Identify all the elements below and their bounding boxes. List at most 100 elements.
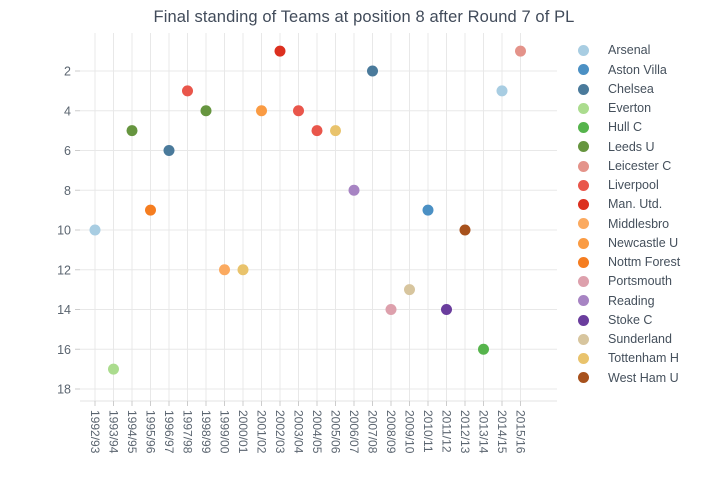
legend-label: Stoke C	[608, 312, 653, 327]
x-tick-label: 1992/93	[88, 410, 102, 454]
data-point-2010-11[interactable]	[422, 204, 434, 216]
y-tick-label: 12	[57, 263, 71, 277]
x-tick-label: 2012/13	[458, 410, 472, 454]
x-tick-label: 1995/96	[144, 410, 158, 454]
x-tick-label: 1998/99	[199, 410, 213, 454]
x-tick-label: 1996/97	[162, 410, 176, 454]
legend-item-newcastle-u[interactable]: Newcastle U	[578, 234, 726, 253]
legend-label: Portsmouth	[608, 274, 672, 289]
legend-item-middlesbro[interactable]: Middlesbro	[578, 214, 726, 233]
legend-marker-icon	[578, 160, 589, 172]
legend-label: Man. Utd.	[608, 197, 663, 212]
legend-label: Hull C	[608, 120, 643, 135]
legend-label: West Ham U	[608, 370, 679, 385]
legend-label: Newcastle U	[608, 235, 679, 250]
chart-title: Final standing of Teams at position 8 af…	[153, 8, 575, 26]
legend-marker-icon	[578, 295, 589, 307]
legend-item-man-utd-[interactable]: Man. Utd.	[578, 195, 726, 214]
legend-item-leicester-c[interactable]: Leicester C	[578, 157, 726, 176]
data-point-1997-98[interactable]	[182, 85, 193, 97]
legend-item-sunderland[interactable]: Sunderland	[578, 330, 726, 349]
data-point-2001-02[interactable]	[256, 105, 267, 117]
x-tick-label: 1999/00	[218, 410, 232, 454]
data-point-2000-01[interactable]	[237, 264, 249, 276]
legend-item-chelsea[interactable]: Chelsea	[578, 80, 726, 99]
y-tick-label: 4	[64, 104, 71, 118]
data-point-1998-99[interactable]	[200, 105, 212, 117]
legend-item-liverpool[interactable]: Liverpool	[578, 176, 726, 195]
legend-marker-icon	[578, 237, 589, 249]
legend-marker-icon	[578, 353, 589, 365]
legend-marker-icon	[578, 64, 589, 76]
y-tick-label: 8	[64, 184, 71, 198]
data-point-2012-13[interactable]	[459, 224, 471, 236]
data-point-1993-94[interactable]	[108, 363, 119, 375]
data-point-2011-12[interactable]	[441, 304, 452, 315]
x-tick-label: 2009/10	[403, 410, 417, 454]
x-tick-label: 1997/98	[181, 410, 195, 454]
legend-label: Leeds U	[608, 139, 655, 154]
legend-item-tottenham-h[interactable]: Tottenham H	[578, 349, 726, 368]
x-tick-label: 2015/16	[514, 410, 528, 454]
legend-item-everton[interactable]: Everton	[578, 99, 726, 118]
y-tick-label: 2	[64, 65, 71, 79]
x-tick-label: 2013/14	[477, 410, 491, 454]
x-tick-label: 1993/94	[107, 410, 121, 454]
legend-item-leeds-u[interactable]: Leeds U	[578, 137, 726, 156]
data-point-2015-16[interactable]	[515, 45, 526, 57]
x-tick-label: 2001/02	[255, 410, 269, 454]
data-point-1992-93[interactable]	[89, 224, 101, 236]
x-tick-label: 2008/09	[384, 410, 398, 454]
x-tick-label: 2010/11	[421, 410, 435, 453]
data-point-1999-00[interactable]	[219, 264, 230, 276]
data-point-2004-05[interactable]	[311, 125, 323, 137]
x-tick-label: 2000/01	[236, 410, 250, 454]
data-point-1994-95[interactable]	[126, 125, 138, 137]
legend-label: Middlesbro	[608, 216, 670, 231]
x-tick-label: 2005/06	[329, 410, 343, 454]
y-tick-label: 16	[57, 343, 71, 357]
legend-marker-icon	[578, 83, 589, 95]
legend-item-nottm-forest[interactable]: Nottm Forest	[578, 253, 726, 272]
data-point-2009-10[interactable]	[404, 284, 415, 296]
data-point-2007-08[interactable]	[367, 65, 378, 77]
legend-marker-icon	[578, 218, 589, 230]
legend-marker-icon	[578, 256, 589, 268]
data-point-1995-96[interactable]	[145, 204, 156, 216]
data-point-2014-15[interactable]	[496, 85, 508, 97]
legend-marker-icon	[578, 102, 589, 114]
legend-item-aston-villa[interactable]: Aston Villa	[578, 60, 726, 79]
legend-item-stoke-c[interactable]: Stoke C	[578, 311, 726, 330]
legend-marker-icon	[578, 122, 589, 134]
legend-item-portsmouth[interactable]: Portsmouth	[578, 272, 726, 291]
legend-marker-icon	[578, 314, 589, 326]
x-tick-label: 2014/15	[495, 410, 509, 454]
data-point-2005-06[interactable]	[330, 125, 341, 137]
legend-label: Everton	[608, 101, 652, 116]
legend-marker-icon	[578, 333, 589, 345]
data-point-2008-09[interactable]	[385, 304, 397, 315]
data-point-1996-97[interactable]	[163, 145, 175, 156]
data-point-2013-14[interactable]	[478, 343, 489, 355]
legend: Arsenal Aston Villa Chelsea Everton Hull C Le…	[578, 41, 726, 388]
x-tick-label: 2011/12	[440, 410, 454, 453]
y-tick-label: 14	[57, 303, 71, 317]
legend-label: Chelsea	[608, 81, 654, 96]
legend-item-arsenal[interactable]: Arsenal	[578, 41, 726, 60]
y-tick-label: 18	[57, 383, 71, 397]
data-point-2006-07[interactable]	[348, 184, 360, 196]
legend-item-west-ham-u[interactable]: West Ham U	[578, 368, 726, 387]
data-point-2003-04[interactable]	[293, 105, 304, 117]
legend-marker-icon	[578, 141, 589, 153]
y-tick-label: 10	[57, 224, 71, 238]
legend-label: Aston Villa	[608, 62, 667, 77]
legend-label: Leicester C	[608, 158, 672, 173]
data-point-2002-03[interactable]	[274, 45, 286, 57]
legend-item-hull-c[interactable]: Hull C	[578, 118, 726, 137]
legend-label: Sunderland	[608, 332, 672, 347]
legend-marker-icon	[578, 45, 589, 57]
legend-label: Liverpool	[608, 178, 659, 193]
legend-item-reading[interactable]: Reading	[578, 291, 726, 310]
